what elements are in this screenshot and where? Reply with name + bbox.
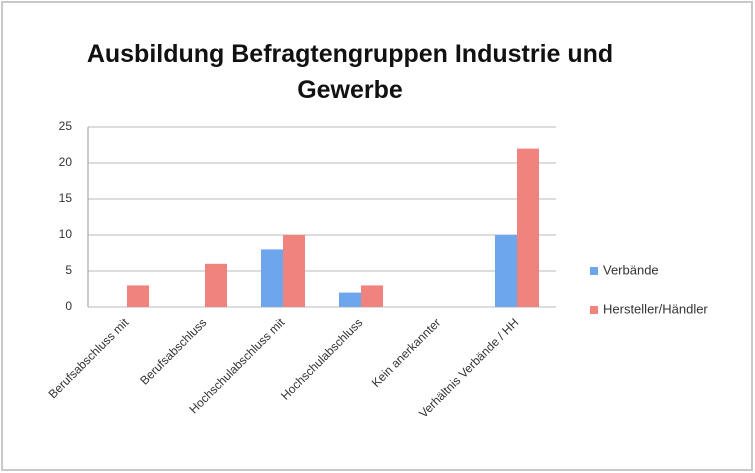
bar bbox=[205, 263, 227, 307]
y-tick-label: 20 bbox=[59, 155, 73, 169]
chart-title: Ausbildung Befragtengruppen Industrie un… bbox=[86, 40, 614, 104]
y-tick-label: 5 bbox=[65, 263, 72, 277]
bar bbox=[283, 235, 305, 307]
legend-swatch bbox=[590, 306, 598, 314]
bar bbox=[361, 285, 383, 307]
x-tick-label: Berufsabschluss bbox=[137, 315, 209, 387]
y-tick-label: 25 bbox=[59, 119, 73, 133]
bar bbox=[261, 249, 283, 307]
y-tick-label: 10 bbox=[59, 227, 73, 241]
x-tick-label: Kein anerkannter bbox=[369, 315, 444, 390]
bar bbox=[127, 285, 149, 307]
legend-label: Hersteller/Händler bbox=[603, 301, 708, 316]
bar bbox=[495, 235, 517, 307]
y-tick-label: 0 bbox=[65, 299, 72, 313]
bar bbox=[339, 292, 361, 307]
x-tick-label: Berufsabschluss mit bbox=[46, 315, 132, 401]
legend-swatch bbox=[590, 267, 598, 275]
bar bbox=[517, 148, 539, 307]
legend-label: Verbände bbox=[603, 262, 659, 277]
y-tick-label: 15 bbox=[59, 191, 73, 205]
x-tick-label: Hochschulabschluss bbox=[278, 315, 365, 402]
